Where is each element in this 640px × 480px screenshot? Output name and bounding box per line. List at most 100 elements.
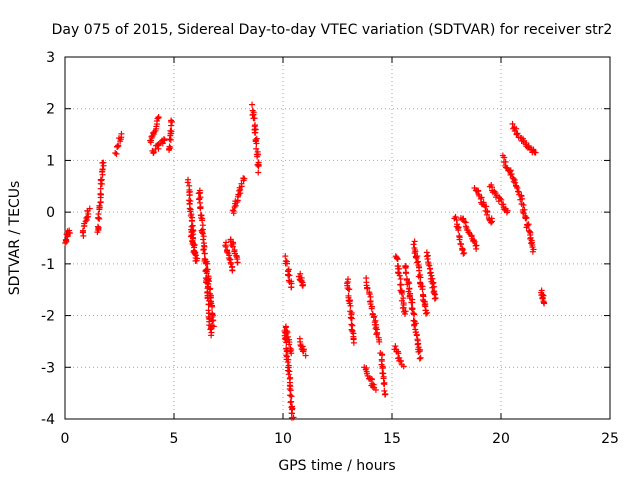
data-point <box>400 363 407 370</box>
data-point <box>413 331 420 338</box>
data-point <box>521 206 528 213</box>
data-point <box>406 280 413 287</box>
y-tick-label: -2 <box>41 309 55 325</box>
data-point <box>64 233 71 240</box>
data-point <box>159 140 166 147</box>
data-point <box>374 331 381 338</box>
data-point <box>540 299 547 306</box>
data-point <box>189 218 196 225</box>
data-point <box>207 285 214 292</box>
data-point <box>184 179 191 186</box>
data-point <box>409 306 416 313</box>
data-point <box>484 209 491 216</box>
data-point <box>115 142 122 149</box>
data-point <box>295 273 302 280</box>
data-point <box>166 136 173 143</box>
data-point <box>286 339 293 346</box>
data-point <box>394 256 401 263</box>
data-point <box>431 290 438 297</box>
data-point <box>419 286 426 293</box>
data-point <box>234 259 241 266</box>
x-tick-labels: 0 5 10 15 20 25 <box>61 431 619 447</box>
data-point <box>402 308 409 315</box>
data-point <box>186 191 193 198</box>
data-point <box>397 357 404 364</box>
data-point <box>417 271 424 278</box>
data-point <box>423 253 430 260</box>
data-point <box>372 325 379 332</box>
data-point <box>410 310 417 317</box>
data-point <box>462 223 469 230</box>
y-axis-label: SDTVAR / TECUs <box>7 181 23 296</box>
data-point <box>288 284 295 291</box>
data-point <box>456 236 463 243</box>
data-point <box>282 257 289 264</box>
data-point <box>95 210 102 217</box>
data-point <box>94 223 101 230</box>
data-point <box>118 134 125 141</box>
y-tick-label: -1 <box>41 257 55 273</box>
data-point <box>514 130 521 137</box>
data-point <box>416 355 423 362</box>
data-point <box>98 177 105 184</box>
data-point <box>283 260 290 267</box>
data-point <box>200 236 207 243</box>
data-point <box>252 129 259 136</box>
data-point <box>199 217 206 224</box>
data-point <box>426 262 433 269</box>
data-point <box>382 391 389 398</box>
data-point <box>410 241 417 248</box>
data-point <box>161 137 168 144</box>
data-point <box>151 129 158 136</box>
data-point <box>167 127 174 134</box>
data-point <box>406 285 413 292</box>
x-tick-label: 20 <box>492 431 510 447</box>
data-point <box>285 371 292 378</box>
data-point <box>461 250 468 257</box>
data-point <box>204 260 211 267</box>
data-point <box>237 186 244 193</box>
x-tick-label: 25 <box>601 431 619 447</box>
data-point <box>425 259 432 266</box>
data-point <box>300 281 307 288</box>
axis-ticks <box>64 56 611 420</box>
y-tick-label: 3 <box>46 50 55 66</box>
data-point <box>539 294 546 301</box>
data-point <box>210 317 217 324</box>
data-point <box>82 218 89 225</box>
data-point <box>381 387 388 394</box>
data-point <box>96 215 103 222</box>
data-point <box>527 234 534 241</box>
data-point <box>432 295 439 302</box>
data-point <box>166 143 173 150</box>
data-point <box>283 353 290 360</box>
data-point <box>514 184 521 191</box>
data-point <box>488 219 495 226</box>
data-point <box>483 203 490 210</box>
data-point <box>192 249 199 256</box>
data-point <box>155 114 162 121</box>
data-point <box>346 286 353 293</box>
data-point <box>253 140 260 147</box>
data-point <box>423 310 430 317</box>
data-point <box>231 203 238 210</box>
data-point <box>206 278 213 285</box>
data-point <box>228 260 235 267</box>
data-point <box>513 125 520 132</box>
x-axis-label: GPS time / hours <box>278 458 395 474</box>
data-point <box>470 237 477 244</box>
data-point <box>284 333 291 340</box>
data-point <box>253 145 260 152</box>
data-point <box>368 305 375 312</box>
data-point <box>286 272 293 279</box>
data-point <box>397 275 404 282</box>
data-point <box>205 281 212 288</box>
data-point <box>468 232 475 239</box>
data-point <box>66 230 73 237</box>
data-point <box>416 348 423 355</box>
x-tick-label: 10 <box>274 431 292 447</box>
data-point <box>364 285 371 292</box>
plot-frame <box>64 56 611 420</box>
data-point <box>497 195 504 202</box>
data-point <box>229 243 236 250</box>
